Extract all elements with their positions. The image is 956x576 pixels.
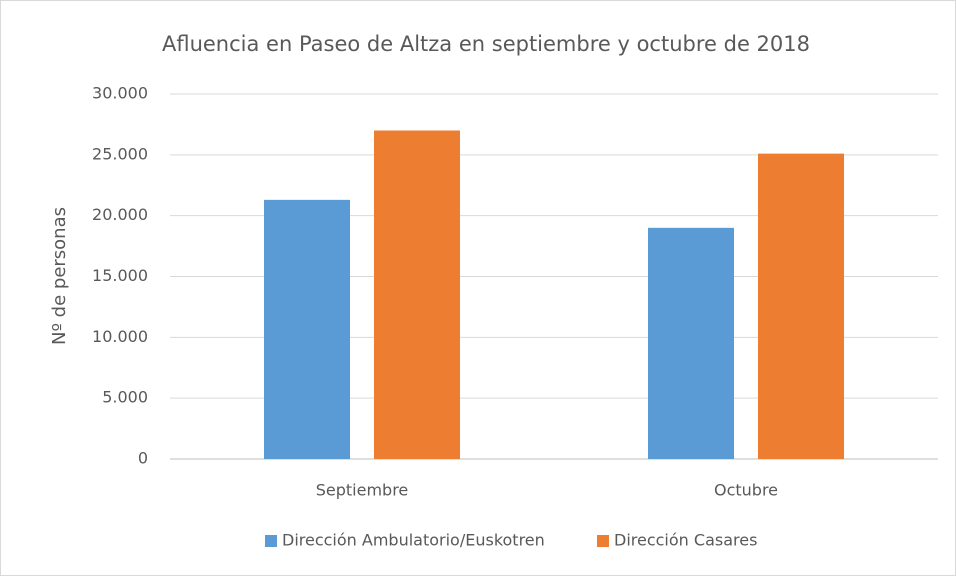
legend-label: Dirección Ambulatorio/Euskotren: [282, 531, 545, 550]
bar: [374, 130, 460, 459]
y-tick-label: 5.000: [102, 388, 148, 407]
y-tick-label: 25.000: [92, 144, 148, 163]
y-tick-label: 15.000: [92, 266, 148, 285]
y-tick-label: 0: [138, 449, 148, 468]
legend-label: Dirección Casares: [614, 531, 757, 550]
legend-swatch: [265, 535, 277, 547]
bar: [648, 227, 734, 459]
y-tick-label: 30.000: [92, 84, 148, 103]
x-tick-label: Octubre: [714, 481, 778, 500]
chart-title: Afluencia en Paseo de Altza en septiembr…: [162, 32, 810, 56]
y-tick-label: 20.000: [92, 205, 148, 224]
legend-swatch: [597, 535, 609, 547]
y-tick-label: 10.000: [92, 327, 148, 346]
y-axis-label: Nº de personas: [49, 207, 70, 345]
bar: [264, 199, 350, 459]
x-tick-label: Septiembre: [316, 481, 409, 500]
bar: [758, 153, 844, 459]
